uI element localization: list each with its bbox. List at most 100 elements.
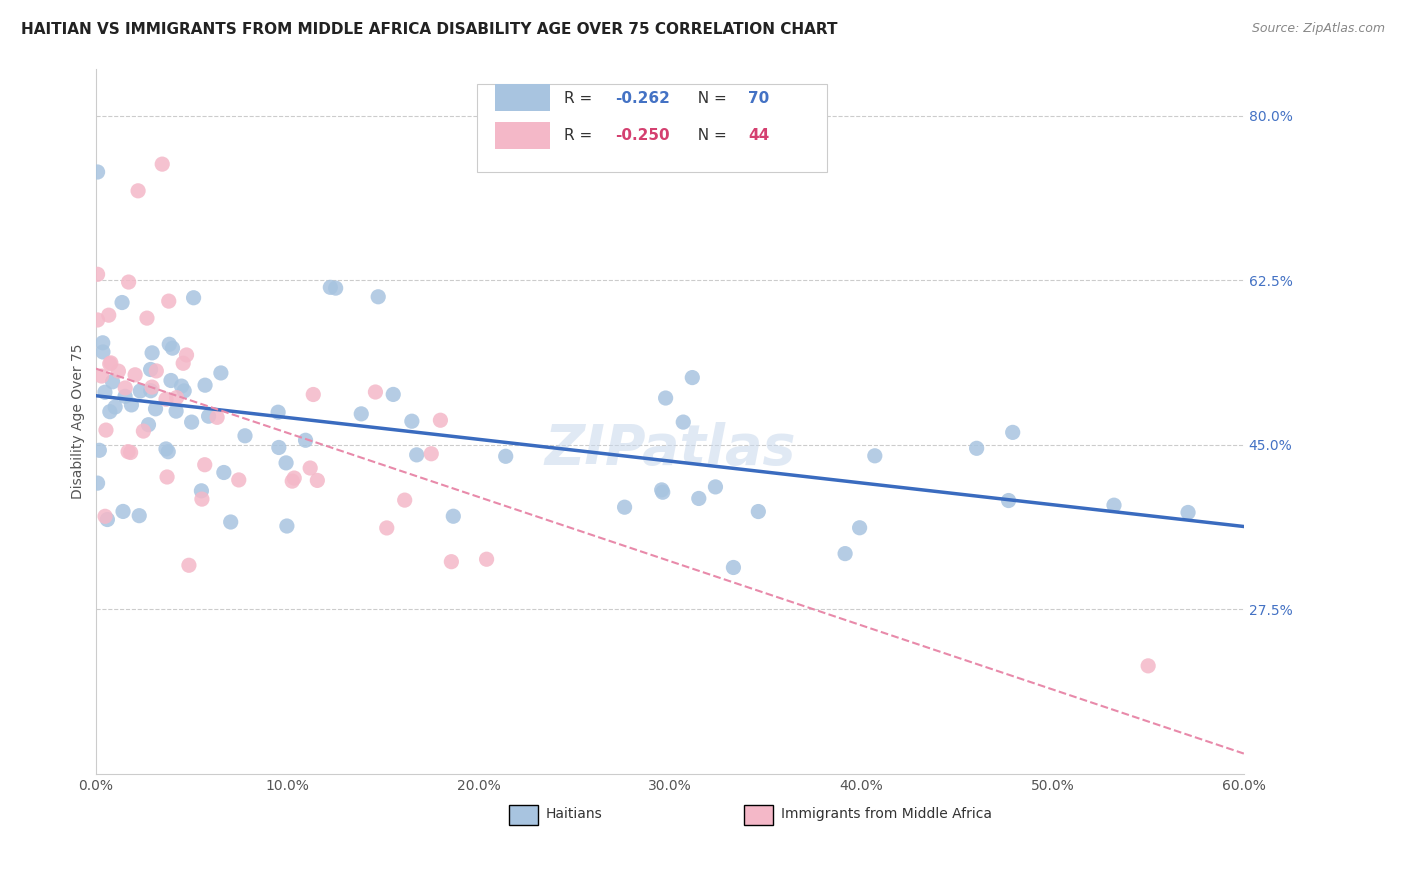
Point — [145, 364, 167, 378]
Point — [723, 560, 745, 574]
Point — [966, 442, 988, 456]
Point — [191, 492, 214, 507]
Point — [157, 444, 180, 458]
Point — [364, 384, 387, 399]
Point — [651, 483, 673, 497]
Point — [194, 458, 217, 472]
FancyBboxPatch shape — [495, 84, 550, 111]
Point — [94, 423, 117, 437]
Point — [128, 508, 150, 523]
Point — [91, 345, 114, 359]
Point — [325, 281, 347, 295]
Point — [441, 509, 464, 524]
Point — [141, 346, 163, 360]
Text: R =: R = — [564, 128, 598, 143]
Point — [405, 448, 427, 462]
Point — [170, 379, 193, 393]
Y-axis label: Disability Age Over 75: Disability Age Over 75 — [72, 343, 86, 499]
Point — [183, 291, 205, 305]
Point — [173, 384, 195, 398]
Point — [157, 337, 180, 351]
Point — [94, 385, 117, 400]
Point — [848, 521, 870, 535]
Point — [367, 290, 389, 304]
Point — [190, 483, 212, 498]
Point — [212, 466, 235, 480]
Point — [89, 443, 111, 458]
Point — [155, 392, 177, 407]
Point — [302, 387, 325, 401]
Point — [294, 434, 316, 448]
Point — [267, 405, 290, 419]
Point — [613, 500, 636, 515]
Point — [150, 157, 173, 171]
Point — [100, 356, 122, 370]
Point — [688, 491, 710, 506]
Point — [274, 456, 297, 470]
FancyBboxPatch shape — [744, 805, 773, 825]
Point — [747, 504, 769, 518]
Point — [127, 184, 149, 198]
Point — [138, 417, 160, 432]
Point — [177, 558, 200, 573]
Point — [267, 441, 290, 455]
Point — [157, 294, 180, 309]
Point — [101, 375, 124, 389]
Point — [681, 370, 703, 384]
Point — [495, 450, 517, 464]
Point — [111, 295, 134, 310]
Point — [1137, 658, 1160, 673]
Point — [176, 348, 198, 362]
Point — [160, 374, 183, 388]
Point — [319, 280, 342, 294]
Point — [136, 311, 159, 326]
Text: N =: N = — [688, 91, 731, 105]
Point — [162, 341, 184, 355]
Text: Source: ZipAtlas.com: Source: ZipAtlas.com — [1251, 22, 1385, 36]
Point — [166, 391, 188, 405]
Text: -0.250: -0.250 — [614, 128, 669, 143]
Point — [114, 381, 136, 395]
Text: Haitians: Haitians — [546, 807, 603, 822]
Point — [86, 165, 108, 179]
Point — [114, 389, 136, 403]
Point — [420, 447, 443, 461]
Point — [1001, 425, 1024, 440]
Point — [194, 378, 217, 392]
Point — [440, 555, 463, 569]
Point — [90, 369, 112, 384]
Point — [209, 366, 232, 380]
Point — [475, 552, 498, 566]
Point — [172, 356, 194, 370]
Point — [96, 512, 118, 526]
Point — [165, 404, 187, 418]
Point — [155, 442, 177, 456]
Point — [394, 493, 416, 508]
Point — [651, 485, 673, 500]
Point — [94, 509, 117, 524]
Text: 44: 44 — [748, 128, 769, 143]
Point — [145, 401, 167, 416]
Point — [112, 504, 135, 518]
Point — [139, 384, 162, 398]
Point — [672, 415, 695, 429]
Point — [233, 429, 256, 443]
Point — [197, 409, 219, 424]
Point — [86, 313, 108, 327]
Point — [141, 380, 163, 394]
Point — [228, 473, 250, 487]
FancyBboxPatch shape — [477, 84, 827, 172]
Point — [401, 414, 423, 428]
Point — [863, 449, 886, 463]
Point — [156, 470, 179, 484]
Point — [120, 398, 142, 412]
Text: R =: R = — [564, 91, 598, 105]
Point — [104, 400, 127, 414]
Point — [429, 413, 451, 427]
Text: N =: N = — [688, 128, 731, 143]
Point — [132, 424, 155, 438]
Point — [276, 519, 298, 533]
Text: Immigrants from Middle Africa: Immigrants from Middle Africa — [782, 807, 993, 822]
Point — [1102, 498, 1125, 512]
Text: ZIPatlas: ZIPatlas — [544, 423, 796, 476]
